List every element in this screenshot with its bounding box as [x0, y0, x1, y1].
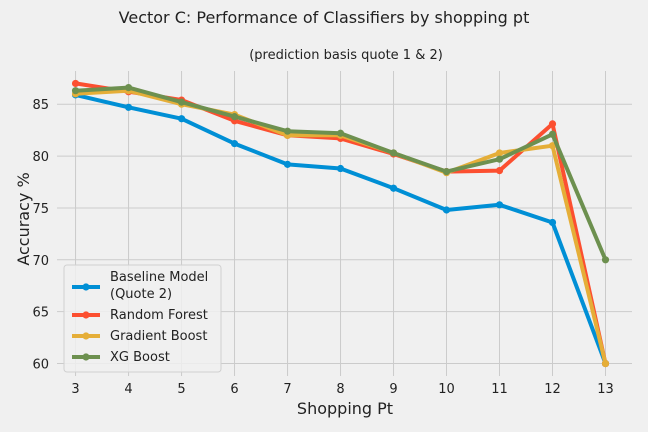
- y-tick-label: 65: [32, 306, 49, 321]
- legend: Baseline Model (Quote 2) Random Forest Grad…: [63, 264, 222, 373]
- data-point: [71, 79, 80, 88]
- x-tick-label: 12: [544, 382, 561, 397]
- data-point: [177, 98, 186, 106]
- x-tick-label: 10: [438, 382, 455, 397]
- chart-title: Vector C: Performance of Classifiers by …: [119, 8, 530, 27]
- legend-marker: [82, 311, 90, 319]
- data-point: [177, 115, 186, 123]
- data-point: [548, 142, 557, 150]
- series-1: [71, 91, 610, 368]
- legend-label: XG Boost: [110, 350, 170, 365]
- data-point: [71, 87, 80, 95]
- y-tick-label: 70: [32, 254, 49, 269]
- x-tick-label: 5: [177, 382, 185, 397]
- legend-box: [63, 264, 222, 373]
- data-point: [336, 164, 345, 173]
- data-point: [389, 149, 398, 157]
- legend-label: Random Forest: [110, 308, 208, 323]
- x-tick-label: 8: [336, 382, 344, 397]
- data-point: [495, 166, 504, 175]
- data-point: [230, 113, 239, 121]
- data-point: [442, 206, 451, 214]
- legend-marker: [82, 283, 90, 291]
- data-point: [283, 160, 292, 168]
- data-point: [336, 129, 345, 137]
- x-tick-label: 4: [124, 382, 132, 397]
- data-point: [124, 103, 133, 111]
- chart-subtitle: (prediction basis quote 1 & 2): [249, 48, 443, 63]
- data-point: [548, 218, 557, 227]
- data-point: [230, 140, 239, 148]
- legend-label: Baseline Model: [110, 270, 208, 285]
- data-point: [283, 127, 292, 135]
- legend-item: Gradient Boost: [72, 329, 207, 344]
- data-point: [601, 359, 610, 368]
- data-point: [495, 149, 504, 157]
- y-axis-label: Accuracy %: [14, 172, 33, 265]
- legend-marker: [82, 353, 90, 361]
- legend-item: Random Forest: [72, 308, 208, 323]
- y-tick-label: 80: [32, 150, 49, 165]
- x-tick-label: 11: [491, 382, 508, 397]
- data-point: [389, 184, 398, 192]
- x-tick-label: 6: [230, 382, 238, 397]
- y-tick-label: 60: [32, 358, 49, 373]
- grid: [57, 71, 632, 376]
- x-tick-label: 13: [597, 382, 614, 397]
- data-point: [548, 130, 557, 138]
- y-tick-labels: 60 65 70 75 80 85: [32, 98, 49, 372]
- data-point: [495, 155, 504, 163]
- data-point: [495, 201, 504, 209]
- y-tick-label: 85: [32, 98, 49, 113]
- data-point: [124, 83, 133, 92]
- data-point: [601, 256, 610, 264]
- legend-item: XG Boost: [72, 350, 170, 365]
- x-tick-label: 9: [389, 382, 397, 397]
- legend-item: Baseline Model (Quote 2): [72, 270, 208, 302]
- legend-label: Gradient Boost: [110, 329, 207, 344]
- x-axis-label: Shopping Pt: [297, 399, 393, 418]
- x-tick-labels: 3 4 5 6 7 8 9 10 11 12 13: [71, 382, 613, 397]
- data-point: [442, 168, 451, 176]
- series-4: [71, 83, 610, 264]
- series-lines: [71, 79, 610, 368]
- legend-label: (Quote 2): [110, 287, 172, 302]
- y-tick-label: 75: [32, 202, 49, 217]
- x-tick-label: 3: [71, 382, 79, 397]
- legend-marker: [82, 332, 90, 340]
- x-tick-label: 7: [283, 382, 291, 397]
- data-point: [548, 120, 557, 128]
